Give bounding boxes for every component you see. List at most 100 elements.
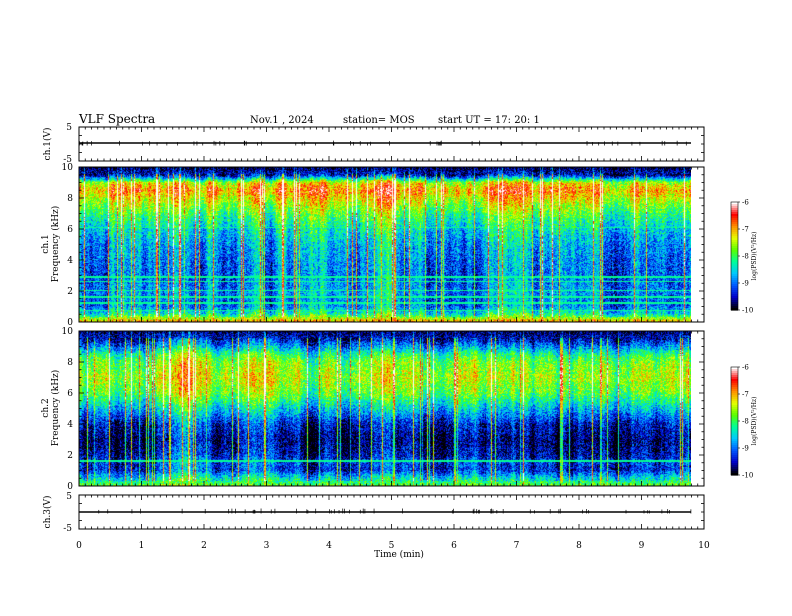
colorbar-swatch [731, 437, 738, 440]
time-tick-label: 10 [698, 541, 710, 551]
colorbar-tick-label: -8 [742, 418, 749, 426]
colorbar-label: log(PSD)(V²/Hz) [751, 232, 758, 281]
time-tick-label: 4 [326, 541, 332, 551]
colorbar-swatch [731, 455, 738, 458]
colorbar-swatch [731, 296, 738, 299]
colorbar-swatch [731, 463, 738, 466]
colorbar-swatch [731, 405, 738, 408]
ch3-voltage-tick-min: -5 [63, 524, 72, 534]
colorbar-tick-label: -8 [742, 253, 749, 261]
colorbar-swatch [731, 278, 738, 281]
colorbar-swatch [731, 427, 738, 430]
colorbar-swatch [731, 421, 738, 424]
ch1-voltage-panel: 5 -5 ch.1(V) [42, 123, 705, 165]
frequency-tick-label: 2 [67, 287, 73, 297]
frequency-tick-label: 0 [67, 482, 73, 492]
colorbar-swatch [731, 248, 738, 251]
colorbar-swatch [731, 449, 738, 452]
colorbar-swatch [731, 292, 738, 295]
colorbar-swatch [731, 407, 738, 410]
colorbar-swatch [731, 216, 738, 219]
colorbar-swatch [731, 409, 738, 412]
colorbar-swatch [731, 443, 738, 446]
colorbar-swatch [731, 381, 738, 384]
time-tick-label: 0 [76, 541, 82, 551]
colorbar-swatch [731, 230, 738, 233]
start-time-label: start UT = 17: 20: 1 [438, 115, 540, 126]
colorbar-swatch [731, 236, 738, 239]
colorbar-swatch [731, 260, 738, 263]
colorbar-swatch [731, 304, 738, 307]
time-tick-label: 7 [514, 541, 520, 551]
ch2-colorbar: -6 -7 -8 -9 -10 log(PSD)(V²/Hz) [730, 364, 758, 480]
colorbar-swatch [731, 469, 738, 472]
ch1-voltage-frame [78, 126, 705, 162]
colorbar-swatch [731, 441, 738, 444]
frequency-tick-label: 2 [67, 451, 73, 461]
colorbar-swatch [731, 232, 738, 235]
colorbar-swatch [731, 238, 738, 241]
colorbar-swatch [731, 419, 738, 422]
time-tick-label: 1 [139, 541, 145, 551]
colorbar-swatch [731, 284, 738, 287]
colorbar-swatch [731, 389, 738, 392]
time-axis-tick-labels: 0 1 2 3 4 5 6 7 8 9 10 [76, 541, 710, 551]
colorbar-swatch [731, 387, 738, 390]
colorbar-swatch [731, 302, 738, 305]
colorbar-swatch [731, 377, 738, 380]
colorbar-swatch [731, 288, 738, 291]
time-tick-label: 8 [576, 541, 582, 551]
colorbar-swatch [731, 383, 738, 386]
colorbar-tick-label: -10 [742, 307, 753, 315]
colorbar-tick-label: -7 [742, 391, 749, 399]
frequency-tick-label: 8 [67, 194, 73, 204]
ch1-colorbar: -6 -7 -8 -9 -10 log(PSD)(V²/Hz) [730, 199, 758, 315]
ch1-voltage-tick-max: 5 [66, 123, 72, 133]
colorbar-swatch [731, 461, 738, 464]
colorbar-swatch [731, 226, 738, 229]
frequency-tick-label: 4 [67, 420, 73, 430]
colorbar-swatch [731, 286, 738, 289]
colorbar-swatch [731, 473, 738, 476]
frequency-tick-label: 10 [62, 163, 74, 173]
colorbar-swatch [731, 204, 738, 207]
ch2-spectrogram-image [79, 331, 691, 486]
colorbar-swatch [731, 397, 738, 400]
colorbar-swatch [731, 457, 738, 460]
colorbar-swatch [731, 240, 738, 243]
ch1-voltage-axis-label: ch.1(V) [42, 128, 53, 161]
ch2-frequency-axis-label: Frequency (kHz) [50, 370, 61, 447]
ch2-spectrogram-ticks: 0 2 4 6 8 10 [62, 327, 705, 492]
colorbar-tick-label: -9 [742, 280, 749, 288]
colorbar-swatch [731, 242, 738, 245]
colorbar-swatch [731, 280, 738, 283]
colorbar-tick-label: -6 [742, 364, 749, 372]
ch3-voltage-panel: 5 -5 ch.3(V) [42, 492, 705, 534]
figure-title: VLF Spectra [78, 112, 155, 126]
colorbar-swatch [731, 411, 738, 414]
frequency-tick-label: 10 [62, 327, 74, 337]
colorbar-swatch [731, 276, 738, 279]
time-tick-label: 6 [451, 541, 457, 551]
colorbar-swatch [731, 379, 738, 382]
colorbar-swatch [731, 447, 738, 450]
colorbar-swatch [731, 308, 738, 311]
colorbar-swatch [731, 222, 738, 225]
ch2-spectrogram-panel: 0 2 4 6 8 10 ch.2 Frequency (kHz) [41, 327, 705, 492]
colorbar-swatch [731, 439, 738, 442]
colorbar-tick-label: -9 [742, 445, 749, 453]
colorbar-swatch [731, 367, 738, 370]
colorbar-swatch [731, 268, 738, 271]
colorbar-swatch [731, 371, 738, 374]
colorbar-tick-label: -10 [742, 472, 753, 480]
colorbar-swatch [731, 220, 738, 223]
time-tick-label: 2 [201, 541, 207, 551]
colorbar-swatch [731, 202, 738, 205]
colorbar-swatch [731, 250, 738, 253]
colorbar-swatch [731, 294, 738, 297]
colorbar-swatch [731, 375, 738, 378]
ch1-voltage-tick-min: -5 [63, 155, 72, 165]
frequency-tick-label: 0 [67, 318, 73, 328]
colorbar-swatch [731, 214, 738, 217]
